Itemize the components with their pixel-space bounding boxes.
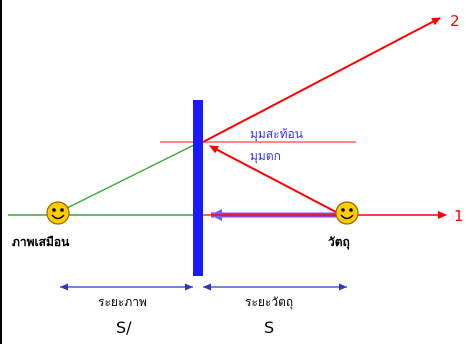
- smiley-face-icon: [46, 201, 70, 225]
- image-distance-label: ระยะภาพ: [98, 295, 147, 309]
- ray-2-reflected: [202, 17, 441, 143]
- angle-reflection-label: มุมสะท้อน: [250, 127, 303, 142]
- ray-2-incident: [209, 145, 337, 213]
- angle-incidence-label: มุมตก: [250, 149, 281, 164]
- virtual-ray: [56, 141, 201, 214]
- s-label: S: [264, 318, 274, 337]
- object-distance-label: ระยะวัตถุ: [245, 295, 293, 310]
- s-prime-label: S/: [116, 318, 132, 337]
- image-label: ภาพเสมือน: [12, 235, 70, 249]
- ray-2-label: 2: [450, 12, 460, 30]
- smiley-face-icon: [335, 201, 359, 225]
- object-label: วัตถุ: [328, 235, 350, 250]
- mirror: [193, 100, 203, 276]
- ray-1-label: 1: [454, 207, 464, 225]
